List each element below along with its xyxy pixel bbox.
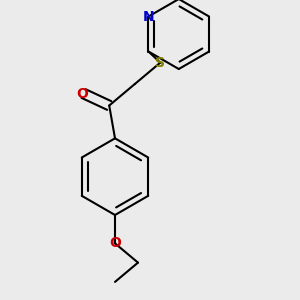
Text: O: O (109, 236, 121, 250)
Text: N: N (143, 10, 154, 23)
Text: S: S (155, 56, 165, 70)
Text: O: O (76, 86, 88, 100)
